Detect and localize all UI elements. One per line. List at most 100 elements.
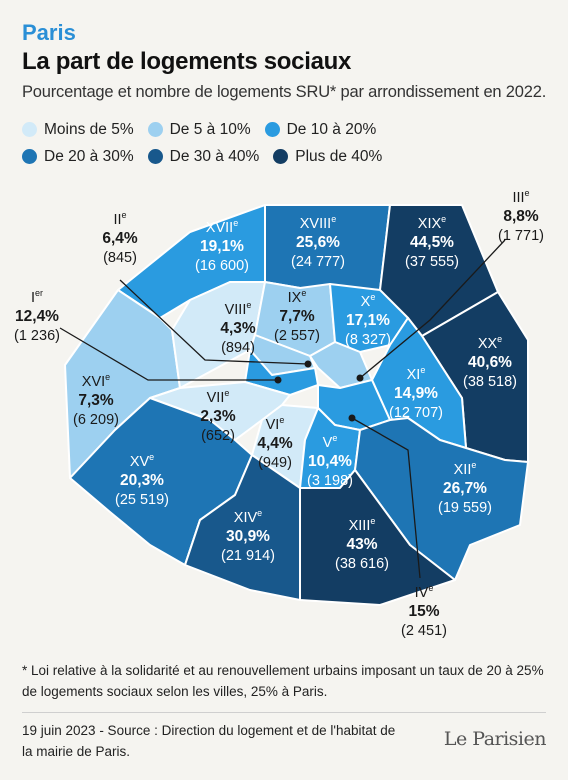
arr-percent: 17,1% (346, 312, 390, 329)
arr-suffix: e (497, 334, 502, 344)
arr-count: (38 616) (335, 556, 389, 572)
legend-swatch (22, 149, 37, 164)
arr-percent: 8,8% (503, 208, 539, 225)
region-label-20: XXe 40,6% (38 518) (463, 334, 517, 390)
leader-line-4 (351, 417, 421, 579)
arr-name: XVe (130, 452, 154, 470)
region-label-14: XIVe 30,9% (21 914) (221, 508, 275, 564)
arr-suffix: e (257, 508, 262, 518)
region-label-15: XVe 20,3% (25 519) (115, 452, 169, 508)
leader-dot-2 (304, 360, 312, 368)
arr-name: IIIe (512, 188, 529, 206)
arr-percent: 6,4% (102, 230, 138, 247)
arr-suffix: e (370, 516, 375, 526)
arr-suffix: e (471, 460, 476, 470)
arr-suffix: e (105, 372, 110, 382)
arr-name: XVIe (82, 372, 110, 390)
arr-suffix: e (331, 214, 336, 224)
leader-lines (59, 239, 506, 579)
leader-dots (274, 360, 364, 422)
arr-percent: 40,6% (468, 354, 512, 371)
arr-suffix: e (420, 365, 425, 375)
region-label-19: XIXe 44,5% (37 555) (405, 214, 459, 270)
arr-count: (1 771) (498, 228, 544, 244)
arr-name: XVIIIe (300, 214, 336, 232)
arr-name: XIIIe (349, 516, 376, 534)
arr-name: XXe (478, 334, 502, 352)
arr-name: VIIIe (225, 300, 252, 318)
legend-swatch (147, 149, 163, 164)
arr-percent: 10,4% (308, 453, 352, 470)
region-label-16: XVIe 7,3% (6 209) (73, 372, 119, 428)
legend-item-10-20: De 10 à 20% (264, 120, 377, 139)
arr-name: XIIe (454, 460, 477, 478)
arr-percent: 44,5% (410, 234, 454, 251)
arr-count: (1 236) (14, 328, 60, 344)
arr-count: (2 451) (401, 623, 447, 639)
arr-count: (24 777) (291, 254, 345, 270)
arr-suffix: e (301, 288, 306, 298)
region-label-2: IIe 6,4% (845) (102, 210, 138, 266)
arr-suffix: er (35, 288, 43, 298)
leader-dot-4 (348, 414, 356, 422)
arr-percent: 12,4% (15, 308, 59, 325)
arr-suffix: e (149, 452, 154, 462)
legend-label: De 5 à 10% (169, 120, 251, 138)
arr-suffix: e (122, 210, 127, 220)
le-parisien-logo: Le Parisien (443, 728, 547, 750)
footnote: * Loi relative à la solidarité et au ren… (22, 663, 544, 699)
arr-suffix: e (525, 188, 530, 198)
legend-swatch (264, 122, 280, 137)
paris-map: Ier 12,4% (1 236) IIe 6,4% (845) IIIe 8,8% (1 77… (14, 188, 544, 639)
arr-count: (16 600) (195, 258, 249, 274)
legend-label: De 20 à 30% (44, 147, 134, 165)
arr-count: (38 518) (463, 374, 517, 390)
arr-count: (652) (201, 428, 235, 444)
arr-name: XVIIe (206, 218, 238, 236)
legend-label: De 10 à 20% (286, 120, 377, 138)
arr-percent: 2,3% (200, 408, 236, 425)
legend-label: De 30 à 40% (169, 147, 260, 165)
arr-count: (845) (103, 250, 137, 266)
region-label-12: XIIe 26,7% (19 559) (438, 460, 492, 516)
legend-row-2: De 20 à 30% De 30 à 40% Plus de 40% (22, 143, 542, 170)
arr-name: IVe (415, 583, 434, 601)
arr-count: (8 327) (345, 332, 391, 348)
source: 19 juin 2023 - Source : Direction du log… (22, 723, 396, 759)
arr-percent: 14,9% (394, 385, 438, 402)
legend-swatch (22, 122, 37, 137)
arr-percent: 26,7% (443, 480, 487, 497)
arr-count: (37 555) (405, 254, 459, 270)
arr-name: Ier (31, 288, 43, 306)
arr-percent: 25,6% (296, 234, 340, 251)
region-label-18: XVIIIe 25,6% (24 777) (291, 214, 345, 270)
leader-dot-3 (356, 374, 364, 382)
arr-percent: 20,3% (120, 472, 164, 489)
arr-count: (19 559) (438, 500, 492, 516)
legend-swatch (147, 122, 163, 137)
region-13[interactable] (299, 469, 456, 606)
region-label-3: IIIe 8,8% (1 771) (498, 188, 544, 244)
arr-percent: 7,3% (78, 392, 114, 409)
arr-count: (894) (221, 340, 255, 356)
arr-count: (21 914) (221, 548, 275, 564)
arr-suffix: e (370, 292, 375, 302)
arr-suffix: e (428, 583, 433, 593)
region-label-17: XVIIe 19,1% (16 600) (195, 218, 249, 274)
divider (22, 712, 546, 713)
legend-row-1: Moins de 5% De 5 à 10% De 10 à 20% (22, 116, 542, 143)
arr-suffix: e (279, 415, 284, 425)
arr-suffix: e (246, 300, 251, 310)
region-label-8: VIIIe 4,3% (894) (220, 300, 256, 356)
legend-item-gt40: Plus de 40% (273, 148, 382, 166)
region-label-7: VIIe 2,3% (652) (200, 388, 236, 444)
arr-percent: 15% (408, 603, 439, 620)
arr-percent: 19,1% (200, 238, 244, 255)
leader-dot-1 (274, 376, 282, 384)
kicker: Paris (22, 20, 76, 45)
region-labels: Ier 12,4% (1 236) IIe 6,4% (845) IIIe 8,8% (1 77… (14, 188, 544, 639)
legend-item-5-10: De 5 à 10% (147, 120, 251, 139)
arr-name: VIIe (207, 388, 230, 406)
arr-count: (6 209) (73, 412, 119, 428)
legend-label: Moins de 5% (44, 120, 134, 138)
